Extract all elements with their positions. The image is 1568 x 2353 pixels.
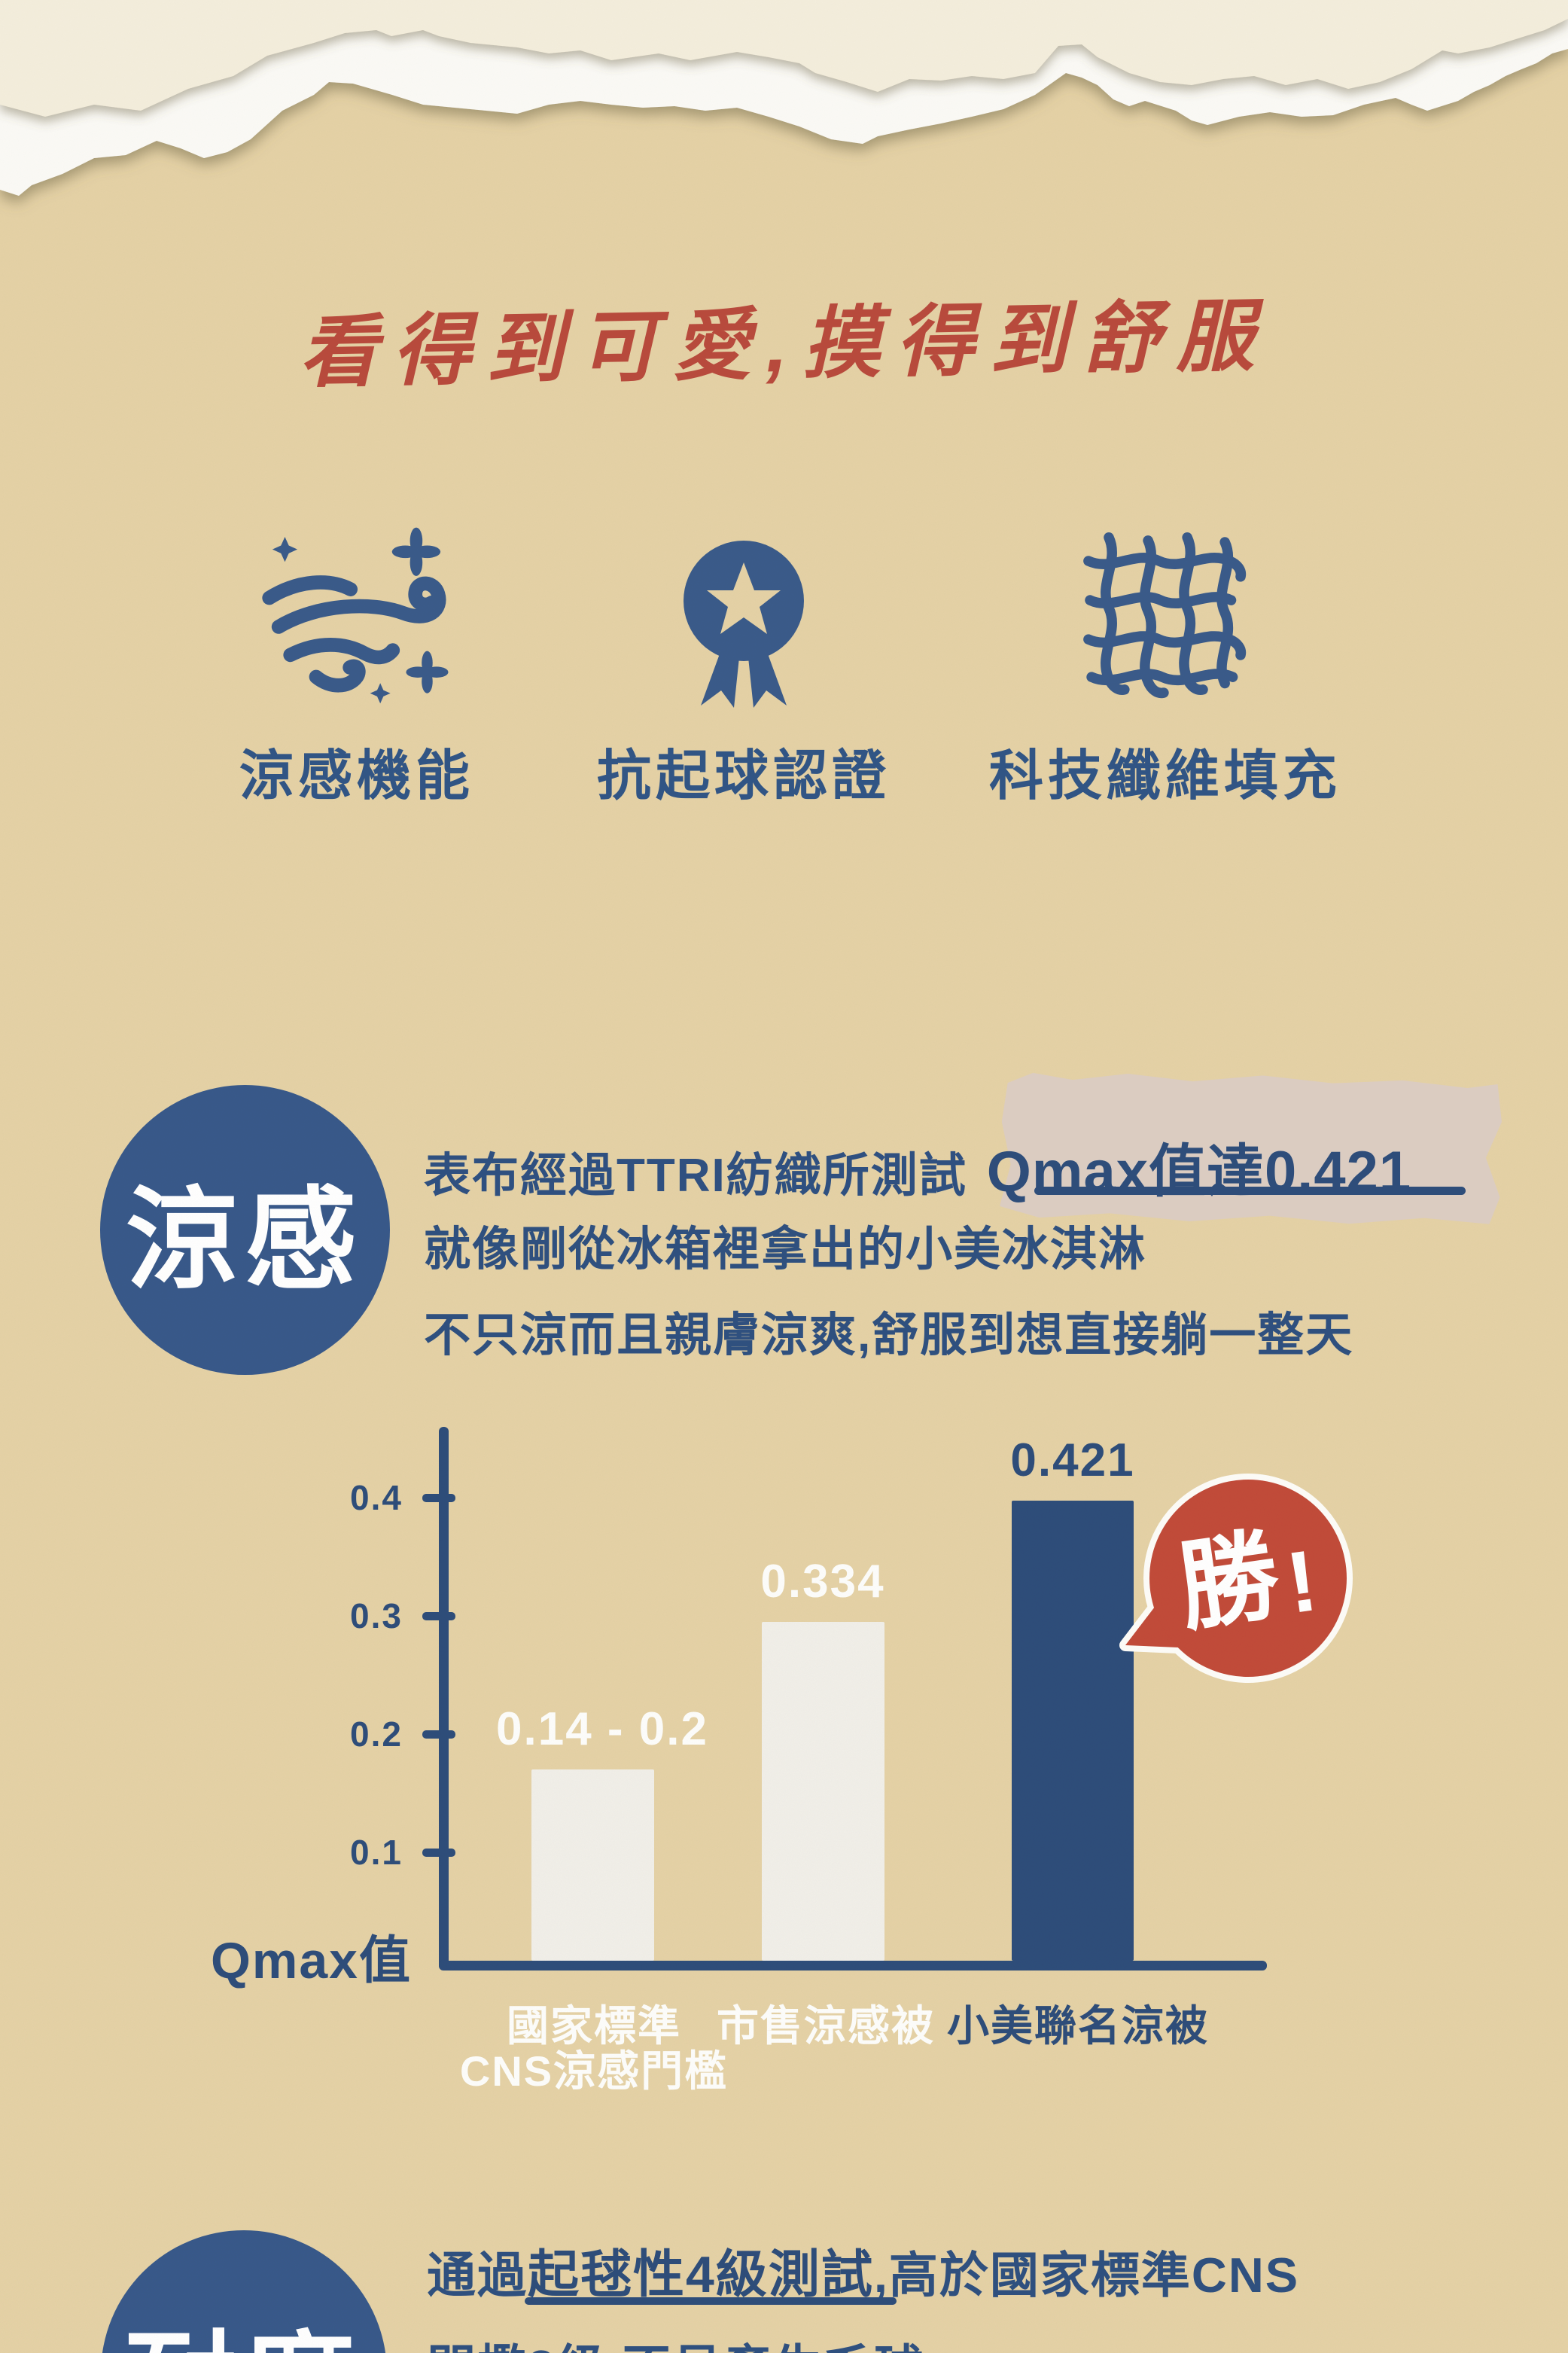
feature-label: 抗起球認證	[596, 746, 891, 806]
axis-tick	[422, 1730, 455, 1739]
chart-bar-cns-standard	[531, 1769, 654, 1961]
durable-line-1-suffix: ,高於國家標準CNS	[873, 2248, 1300, 2303]
bar-value-label: 0.334	[760, 1556, 885, 1608]
axis-tick	[422, 1494, 455, 1502]
cool-line-3: 不只涼而且親膚涼爽,舒服到想直接躺一整天	[424, 1309, 1354, 1361]
bar-category-label: 小美聯名涼被	[947, 2002, 1209, 2050]
wind-snowflake-icon	[262, 527, 449, 704]
cool-line-2: 就像剛從冰箱裡拿出的小美冰淇淋	[424, 1224, 1147, 1276]
y-axis-title: Qmax值	[211, 1932, 412, 1989]
bar-category-label: CNS涼感門檻	[459, 2047, 729, 2095]
x-axis	[439, 1961, 1267, 1970]
tick-label: 0.1	[350, 1833, 403, 1872]
win-text: 勝	[1172, 1519, 1286, 1643]
page-title: 看得到可愛,摸得到舒服	[298, 292, 1271, 398]
axis-tick	[422, 1612, 455, 1620]
durable-badge: 耐磨	[101, 2230, 387, 2353]
bar-value-label: 0.14 - 0.2	[496, 1703, 708, 1755]
tick-label: 0.4	[350, 1478, 403, 1517]
cool-badge: 涼感	[100, 1085, 390, 1375]
torn-paper-edge	[0, 0, 1568, 196]
feature-item-fiber: 科技纖維填充	[955, 523, 1376, 810]
chart-bar-market	[762, 1622, 884, 1961]
feature-item-cooling: 涼感機能	[146, 523, 568, 810]
medal-star-icon	[684, 541, 804, 708]
durable-line-1: 通過起毬性4級測試,高於國家標準CNS	[427, 2233, 1299, 2307]
feature-label: 涼感機能	[239, 746, 474, 806]
feature-item-antipilling: 抗起球認證	[533, 523, 955, 810]
cool-line-1: 表布經過TTRI紡織所測試 Qmax值達0.421	[424, 1125, 1411, 1208]
woven-fabric-icon	[1083, 532, 1247, 699]
bar-category-label: 市售涼感被	[717, 2002, 935, 2050]
pilling-test-text: 起毬性4級測試	[528, 2246, 874, 2303]
tick-label: 0.3	[350, 1596, 403, 1635]
tick-label: 0.2	[350, 1714, 403, 1754]
qmax-value-text: Qmax值達0.421	[986, 1140, 1412, 1204]
pilling-test-underline	[525, 2297, 897, 2305]
cool-line-1-prefix: 表布經過TTRI紡織所測試	[424, 1150, 967, 1202]
axis-tick	[422, 1849, 455, 1857]
feature-label: 科技纖維填充	[988, 746, 1341, 806]
durable-line-2: 門檻3級,不易產生毛球。	[427, 2328, 975, 2353]
durable-line-1-prefix: 通過	[427, 2248, 528, 2303]
y-axis	[439, 1427, 449, 1970]
win-speech-bubble: 勝 !	[1119, 1474, 1353, 1683]
